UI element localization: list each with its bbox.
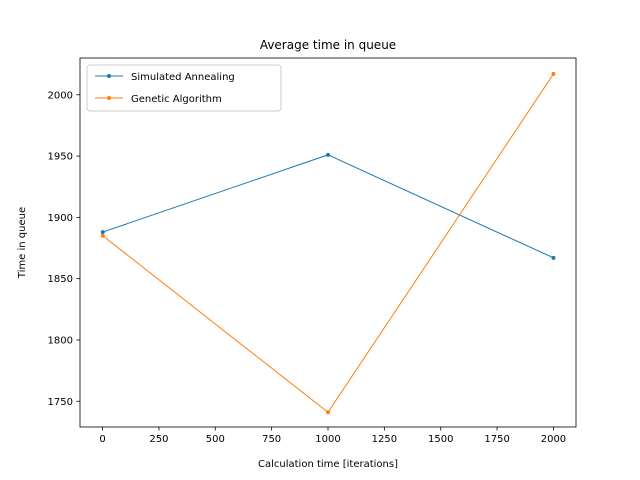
series-line-genetic-algorithm [102,73,554,414]
data-point-genetic-algorithm [326,410,330,415]
x-axis-ticks: 0 250 500 750 1000 1250 1500 1750 2000 [99,427,566,445]
x-tick-label: 250 [149,434,168,445]
data-point-genetic-algorithm [551,71,556,76]
y-axis-label: Time in queue [17,207,28,279]
plot-lines [100,71,556,415]
x-tick-label: 1000 [315,434,340,445]
y-tick-label: 1800 [48,335,73,346]
x-tick-label: 750 [262,434,281,445]
plot-frame [79,57,577,428]
series-line-simulated-annealing [102,154,554,259]
data-point-genetic-algorithm [100,233,105,238]
data-point-simulated-annealing [551,255,556,260]
y-tick-label: 1750 [48,397,73,408]
x-tick-label: 1750 [484,434,509,445]
legend-label-genetic-algorithm: Genetic Algorithm [131,94,222,105]
x-tick-label: 2000 [541,434,566,445]
legend-marker-genetic-algorithm [107,96,111,100]
y-tick-label: 2000 [48,90,73,101]
x-tick-label: 500 [206,434,225,445]
x-tick-label: 1500 [428,434,453,445]
y-axis-ticks: 1750 1800 1850 1900 1950 2000 [48,90,80,408]
x-axis-label: Calculation time [iterations] [258,459,398,470]
data-point-simulated-annealing [326,152,330,157]
x-tick-label: 0 [99,434,105,445]
y-tick-label: 1900 [48,213,73,224]
y-tick-label: 1850 [48,274,73,285]
chart-title: Average time in queue [260,38,396,52]
x-tick-label: 1250 [372,434,397,445]
legend-frame [86,64,282,112]
legend-label-simulated-annealing: Simulated Annealing [131,72,235,83]
data-point-simulated-annealing [100,230,105,235]
legend-marker-simulated-annealing [107,74,111,78]
legend: Simulated Annealing Genetic Algorithm [86,64,282,112]
y-tick-label: 1950 [48,152,73,163]
